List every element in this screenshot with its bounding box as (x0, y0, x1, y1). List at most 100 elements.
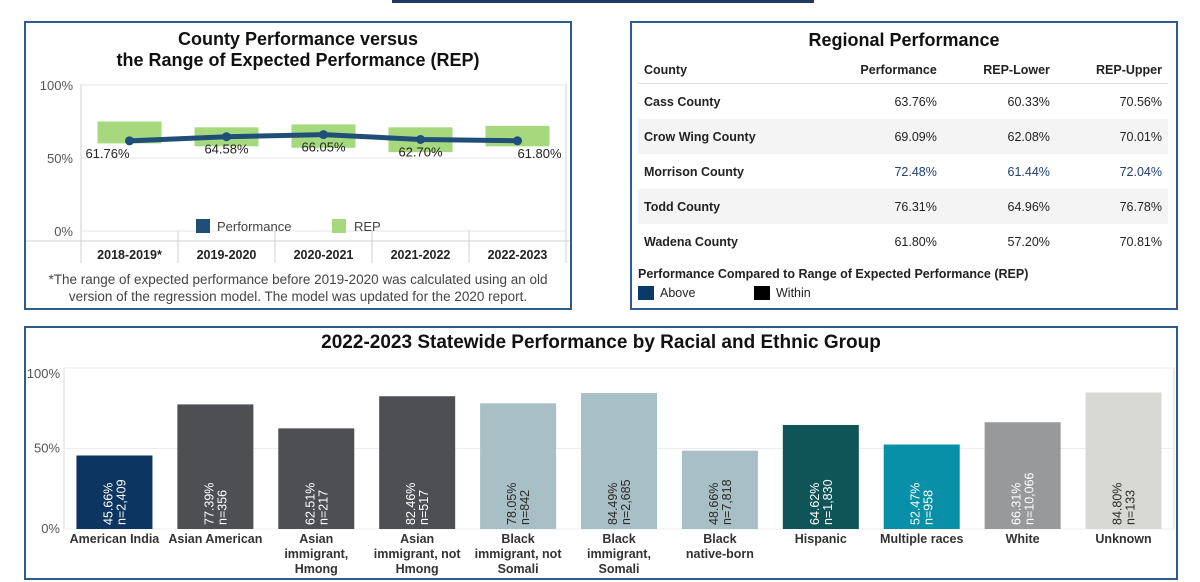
bar-category-label: Asian (400, 532, 434, 546)
top-accent-bar (392, 0, 814, 3)
cell-performance: 61.80% (894, 234, 937, 249)
legend-performance-swatch (196, 219, 210, 233)
bar (480, 403, 557, 529)
bar-value-label: 64.62% (808, 483, 822, 525)
performance-point (513, 136, 522, 146)
bar (76, 455, 153, 529)
x-tick-label: 2022-2023 (488, 248, 548, 262)
statewide-panel: 2022-2023 Statewide Performance by Racia… (24, 326, 1178, 580)
bar-category-label: Unknown (1095, 532, 1151, 546)
bar-category-label: Black (501, 532, 534, 546)
bar-category-label: immigrant, (587, 547, 651, 561)
regional-row: Crow Wing County 69.09% 62.08% 70.01% (638, 119, 1168, 154)
bar-y-tick-label: 100% (27, 366, 61, 381)
legend-within-label: Within (776, 286, 811, 300)
bar-category-label: American India (70, 532, 161, 546)
x-tick-label: 2018-2019* (97, 248, 162, 262)
bar-category-label: native-born (686, 547, 754, 561)
bar (681, 450, 758, 529)
bar-value-label: 77.39% (202, 483, 216, 525)
bar-y-tick-label: 0% (41, 521, 60, 536)
bar-category-label: Somali (599, 562, 640, 576)
cell-county: Morrison County (644, 164, 744, 179)
cell-rep-upper: 72.04% (1119, 164, 1162, 179)
legend-above: Above (638, 286, 695, 300)
bar-n-label: n=10,066 (1023, 472, 1037, 525)
footnote-line2: version of the regression model. The mod… (68, 289, 528, 304)
bar-category-label: Somali (498, 562, 539, 576)
county-line-chart: 100% 50% 0% 61.76% 64.58% 66.05% 62.70% 61.80% P… (26, 78, 570, 263)
bar-label-group: 84.80% n=133 (1111, 483, 1138, 525)
bar-n-label: n=133 (1124, 490, 1138, 525)
county-chart-title-line1: County Performance versus (177, 29, 419, 49)
cell-rep-lower: 64.96% (942, 189, 1056, 224)
regional-row: Morrison County 72.48% 61.44% 72.04% (638, 154, 1168, 189)
col-rep-upper: REP-Upper (1055, 57, 1168, 84)
bar-label-group: 66.31% n=10,066 (1010, 472, 1037, 525)
bar-value-label: 66.31% (1010, 483, 1024, 525)
performance-data-label: 61.80% (517, 146, 562, 161)
y-tick-label: 0% (54, 224, 73, 239)
col-rep-lower: REP-Lower (942, 57, 1056, 84)
cell-rep-lower: 62.08% (942, 119, 1056, 154)
bar-category-label: Multiple races (880, 532, 963, 546)
bar-label-group: 62.51% n=217 (303, 483, 330, 525)
bar-label-group: 78.05% n=842 (505, 483, 532, 525)
bar (581, 392, 657, 529)
county-chart-title: County Performance versus the Range of E… (26, 29, 570, 71)
footnote-line1: *The range of expected performance befor… (48, 272, 548, 287)
cell-county: Todd County (638, 189, 816, 224)
performance-data-label: 61.76% (85, 146, 130, 161)
cell-performance: 69.09% (815, 119, 943, 154)
regional-table: County Performance REP-Lower REP-Upper C… (638, 57, 1168, 259)
bar-category-label: White (1006, 532, 1040, 546)
bar-category-label: immigrant, (284, 547, 348, 561)
performance-point (416, 134, 425, 144)
bar-n-label: n=2,685 (619, 479, 633, 525)
bar (177, 404, 254, 529)
cell-rep-lower: 61.44% (1007, 164, 1050, 179)
cell-performance: 76.31% (815, 189, 943, 224)
bar-category-label: immigrant, not (475, 547, 563, 561)
footnote: *The range of expected performance befor… (36, 271, 560, 305)
bar-category-label: Black (602, 532, 635, 546)
regional-performance-panel: Regional Performance County Performance … (630, 21, 1178, 310)
bar (883, 444, 960, 529)
x-tick-label: 2021-2022 (391, 248, 451, 262)
legend-rep-label: REP (354, 219, 381, 234)
status-legend-title: Performance Compared to Range of Expecte… (638, 267, 1029, 281)
legend-performance-label: Performance (217, 219, 291, 234)
bar-value-label: 78.05% (505, 483, 519, 525)
bar-value-label: 62.51% (303, 483, 317, 525)
y-tick-label: 50% (47, 151, 73, 166)
bar-n-label: n=842 (518, 490, 532, 525)
performance-point (125, 136, 134, 146)
bar-label-group: 45.66% n=2,409 (101, 479, 128, 525)
bar-n-label: n=517 (417, 490, 431, 525)
bar-value-label: 48.66% (707, 483, 721, 525)
bar (984, 422, 1061, 529)
bar (278, 428, 355, 529)
legend-above-label: Above (660, 286, 696, 300)
bar-category-label: Hmong (295, 562, 338, 576)
bar-category-label: immigrant, not (374, 547, 462, 561)
bar-n-label: n=958 (922, 490, 936, 525)
bar-n-label: n=1,830 (821, 479, 835, 525)
bar (1085, 392, 1162, 529)
cell-rep-lower: 60.33% (1007, 94, 1050, 109)
cell-county: Cass County (644, 94, 721, 109)
bar-category-label: Hmong (396, 562, 439, 576)
bar-label-group: 52.47% n=958 (909, 483, 936, 525)
bar (379, 396, 456, 529)
bar-n-label: n=356 (215, 490, 229, 525)
bar-value-label: 82.46% (404, 483, 418, 525)
bar-label-group: 77.39% n=356 (202, 483, 229, 525)
cell-performance: 63.76% (894, 94, 937, 109)
county-chart-title-line2: the Range of Expected Performance (REP) (116, 50, 480, 70)
bar-category-label: Hispanic (795, 532, 847, 546)
legend-within-swatch (754, 286, 770, 300)
statewide-chart-title: 2022-2023 Statewide Performance by Racia… (321, 332, 881, 353)
performance-data-label: 62.70% (398, 144, 443, 159)
bar-label-group: 84.49% n=2,685 (606, 479, 633, 525)
bar-n-label: n=7,818 (720, 479, 734, 525)
